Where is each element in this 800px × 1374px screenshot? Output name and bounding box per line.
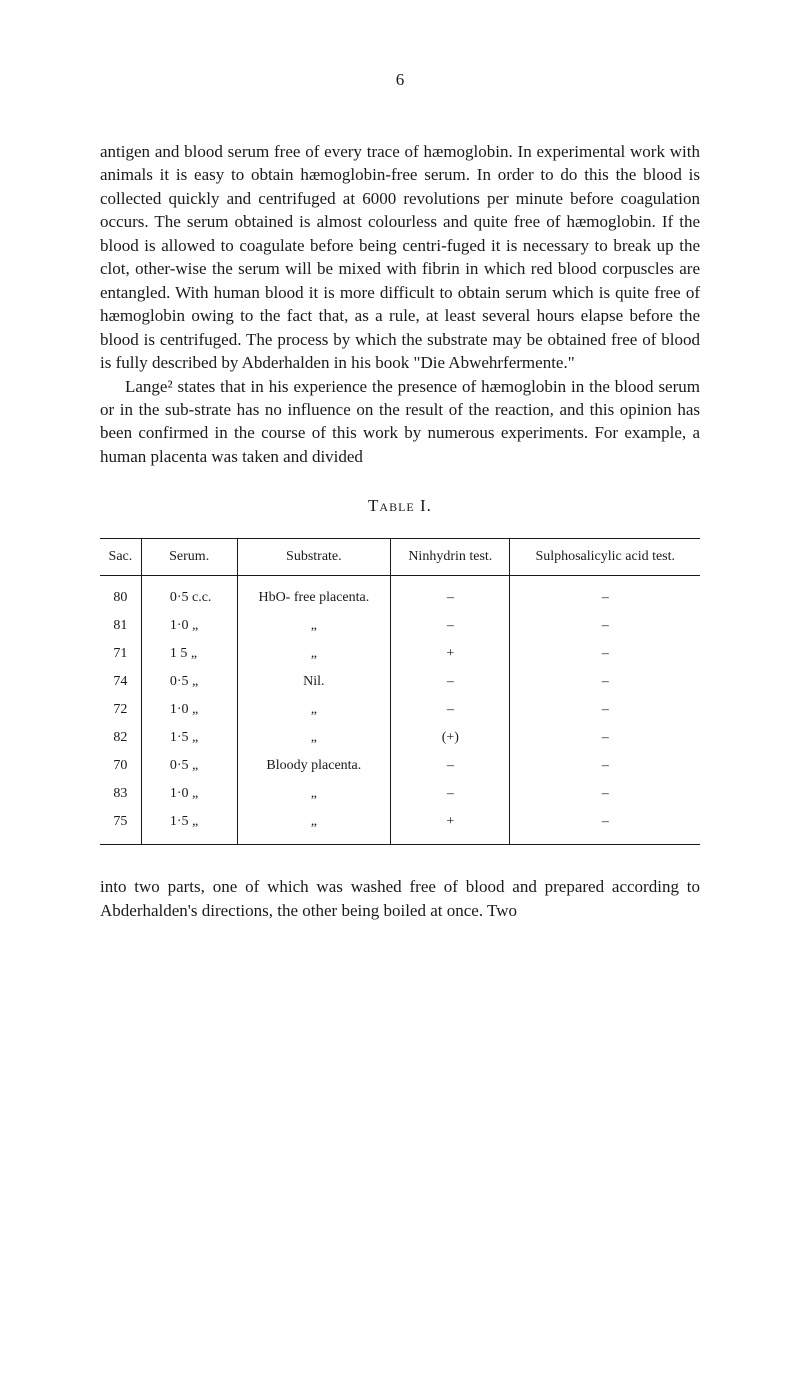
- cell-sulpho: –: [510, 668, 700, 696]
- cell-serum: 1·0 „: [141, 612, 237, 640]
- cell-substrate: HbO- free placenta.: [237, 576, 391, 613]
- cell-sulpho: –: [510, 612, 700, 640]
- cell-ninhydrin: –: [391, 576, 510, 613]
- table-header-row: Sac. Serum. Substrate. Ninhydrin test. S…: [100, 539, 700, 576]
- cell-ninhydrin: –: [391, 752, 510, 780]
- table-row: 831·0 „„––: [100, 780, 700, 808]
- cell-substrate: „: [237, 612, 391, 640]
- table-row: 740·5 „Nil.––: [100, 668, 700, 696]
- paragraph-1: antigen and blood serum free of every tr…: [100, 140, 700, 375]
- table-row: 821·5 „„(+)–: [100, 724, 700, 752]
- cell-serum: 1·5 „: [141, 724, 237, 752]
- cell-sac: 72: [100, 696, 141, 724]
- cell-substrate: Bloody placenta.: [237, 752, 391, 780]
- cell-sac: 70: [100, 752, 141, 780]
- cell-substrate: „: [237, 640, 391, 668]
- cell-serum: 1 5 „: [141, 640, 237, 668]
- cell-sulpho: –: [510, 640, 700, 668]
- cell-substrate: „: [237, 724, 391, 752]
- table-row: 711 5 „„+–: [100, 640, 700, 668]
- cell-ninhydrin: +: [391, 808, 510, 845]
- cell-sulpho: –: [510, 780, 700, 808]
- cell-serum: 0·5 „: [141, 668, 237, 696]
- table-row: 811·0 „„––: [100, 612, 700, 640]
- cell-sulpho: –: [510, 576, 700, 613]
- cell-ninhydrin: –: [391, 612, 510, 640]
- paragraph-2: Lange² states that in his experience the…: [100, 375, 700, 469]
- header-ninhydrin: Ninhydrin test.: [391, 539, 510, 576]
- data-table: Sac. Serum. Substrate. Ninhydrin test. S…: [100, 538, 700, 845]
- footer-paragraph: into two parts, one of which was washed …: [100, 875, 700, 922]
- cell-serum: 1·5 „: [141, 808, 237, 845]
- cell-ninhydrin: +: [391, 640, 510, 668]
- header-sac: Sac.: [100, 539, 141, 576]
- body-text-block: antigen and blood serum free of every tr…: [100, 140, 700, 468]
- cell-serum: 1·0 „: [141, 780, 237, 808]
- table-row: 700·5 „Bloody placenta.––: [100, 752, 700, 780]
- cell-sac: 75: [100, 808, 141, 845]
- cell-serum: 1·0 „: [141, 696, 237, 724]
- cell-sac: 82: [100, 724, 141, 752]
- header-sulpho: Sulphosalicylic acid test.: [510, 539, 700, 576]
- table-body: 800·5 c.c.HbO- free placenta.––811·0 „„–…: [100, 576, 700, 845]
- table-row: 800·5 c.c.HbO- free placenta.––: [100, 576, 700, 613]
- cell-serum: 0·5 c.c.: [141, 576, 237, 613]
- cell-ninhydrin: –: [391, 780, 510, 808]
- cell-substrate: Nil.: [237, 668, 391, 696]
- table-caption: Table I.: [100, 496, 700, 516]
- page-number: 6: [100, 70, 700, 90]
- cell-ninhydrin: –: [391, 696, 510, 724]
- cell-sulpho: –: [510, 696, 700, 724]
- cell-substrate: „: [237, 696, 391, 724]
- header-serum: Serum.: [141, 539, 237, 576]
- cell-sac: 74: [100, 668, 141, 696]
- cell-sulpho: –: [510, 752, 700, 780]
- cell-sac: 81: [100, 612, 141, 640]
- header-substrate: Substrate.: [237, 539, 391, 576]
- cell-ninhydrin: –: [391, 668, 510, 696]
- cell-substrate: „: [237, 808, 391, 845]
- cell-ninhydrin: (+): [391, 724, 510, 752]
- table-row: 751·5 „„+–: [100, 808, 700, 845]
- cell-sac: 83: [100, 780, 141, 808]
- cell-sac: 71: [100, 640, 141, 668]
- cell-sulpho: –: [510, 808, 700, 845]
- cell-serum: 0·5 „: [141, 752, 237, 780]
- table-row: 721·0 „„––: [100, 696, 700, 724]
- cell-sulpho: –: [510, 724, 700, 752]
- cell-sac: 80: [100, 576, 141, 613]
- cell-substrate: „: [237, 780, 391, 808]
